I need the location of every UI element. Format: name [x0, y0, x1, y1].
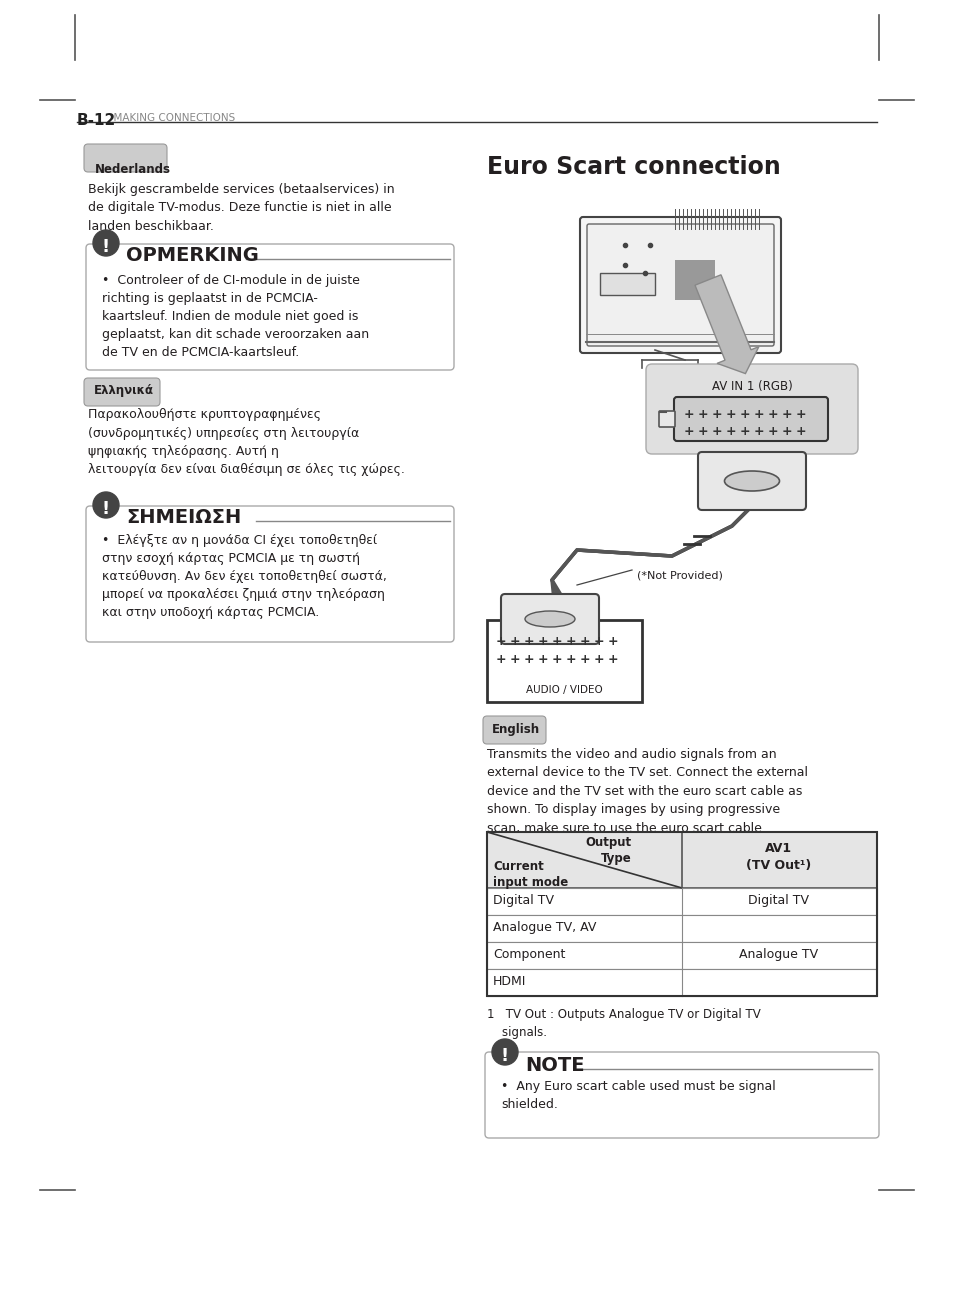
Text: +: + [739, 425, 749, 438]
Text: Ελληνικά: Ελληνικά [94, 383, 153, 398]
Text: +: + [781, 408, 792, 421]
Text: +: + [711, 425, 721, 438]
Text: Παρακολουθήστε κρυπτογραφημένες
(συνδρομητικές) υπηρεσίες στη λειτουργία
ψηφιακή: Παρακολουθήστε κρυπτογραφημένες (συνδρομ… [88, 408, 404, 476]
Text: +: + [711, 408, 721, 421]
FancyBboxPatch shape [482, 717, 545, 744]
Text: +: + [565, 635, 576, 648]
FancyBboxPatch shape [645, 364, 857, 454]
Text: +: + [523, 635, 534, 648]
Text: B-12: B-12 [77, 114, 116, 128]
FancyArrow shape [695, 275, 758, 373]
FancyBboxPatch shape [659, 411, 675, 427]
FancyBboxPatch shape [486, 942, 876, 970]
Text: +: + [795, 408, 805, 421]
Text: Analogue TV, AV: Analogue TV, AV [493, 920, 596, 933]
Text: MAKING CONNECTIONS: MAKING CONNECTIONS [107, 114, 235, 123]
FancyBboxPatch shape [698, 452, 805, 510]
Text: +: + [496, 653, 506, 666]
Text: +: + [607, 635, 618, 648]
Text: +: + [509, 635, 519, 648]
Text: +: + [565, 653, 576, 666]
FancyBboxPatch shape [84, 145, 167, 172]
FancyBboxPatch shape [86, 506, 454, 642]
Text: Current
input mode: Current input mode [493, 860, 568, 889]
Text: English: English [492, 723, 539, 736]
Text: +: + [753, 425, 763, 438]
Text: +: + [593, 653, 603, 666]
FancyBboxPatch shape [675, 259, 714, 300]
Circle shape [492, 1039, 517, 1065]
Circle shape [92, 230, 119, 256]
Ellipse shape [524, 611, 575, 627]
Text: (*Not Provided): (*Not Provided) [637, 571, 722, 580]
Text: +: + [579, 653, 590, 666]
Text: +: + [697, 425, 707, 438]
FancyBboxPatch shape [84, 378, 160, 405]
Text: +: + [579, 635, 590, 648]
Text: NOTE: NOTE [524, 1056, 584, 1075]
Text: +: + [725, 425, 736, 438]
Text: +: + [725, 408, 736, 421]
Text: +: + [683, 408, 694, 421]
Text: +: + [509, 653, 519, 666]
Text: +: + [593, 635, 603, 648]
Text: !: ! [500, 1047, 509, 1065]
Text: AUDIO / VIDEO: AUDIO / VIDEO [525, 686, 601, 695]
Text: +: + [781, 425, 792, 438]
Ellipse shape [723, 471, 779, 491]
FancyBboxPatch shape [486, 888, 876, 915]
Text: +: + [739, 408, 749, 421]
Text: +: + [795, 425, 805, 438]
Text: +: + [537, 653, 548, 666]
Text: AV1
(TV Out¹): AV1 (TV Out¹) [745, 842, 811, 871]
FancyBboxPatch shape [673, 398, 827, 442]
FancyBboxPatch shape [86, 244, 454, 371]
FancyBboxPatch shape [500, 594, 598, 644]
Circle shape [92, 492, 119, 518]
Text: •  Controleer of de CI-module in de juiste
richting is geplaatst in de PCMCIA-
k: • Controleer of de CI-module in de juist… [102, 274, 369, 359]
FancyBboxPatch shape [599, 272, 655, 296]
FancyBboxPatch shape [579, 217, 781, 352]
FancyBboxPatch shape [586, 225, 773, 346]
Text: HDMI: HDMI [493, 975, 526, 988]
Text: +: + [767, 425, 778, 438]
Text: +: + [537, 635, 548, 648]
Text: +: + [697, 408, 707, 421]
Text: +: + [683, 425, 694, 438]
Text: Bekijk gescrambelde services (betaalservices) in
de digitale TV-modus. Deze func: Bekijk gescrambelde services (betaalserv… [88, 183, 395, 232]
FancyBboxPatch shape [486, 915, 876, 942]
Text: Digital TV: Digital TV [748, 893, 809, 908]
Text: OPMERKING: OPMERKING [126, 247, 258, 265]
Text: +: + [551, 635, 561, 648]
Text: +: + [551, 653, 561, 666]
Text: Nederlands: Nederlands [95, 163, 171, 176]
Text: ΣΗΜΕΙΩΣΗ: ΣΗΜΕΙΩΣΗ [126, 507, 241, 527]
Text: !: ! [102, 238, 110, 256]
Text: Component: Component [493, 948, 565, 961]
Text: Digital TV: Digital TV [493, 893, 554, 908]
Text: Output
Type: Output Type [585, 837, 631, 865]
Text: +: + [523, 653, 534, 666]
Text: •  Any Euro scart cable used must be signal
shielded.: • Any Euro scart cable used must be sign… [500, 1081, 775, 1112]
Text: +: + [496, 635, 506, 648]
Text: Transmits the video and audio signals from an
external device to the TV set. Con: Transmits the video and audio signals fr… [486, 747, 807, 835]
FancyBboxPatch shape [486, 831, 876, 888]
FancyBboxPatch shape [486, 620, 641, 702]
Text: !: ! [102, 500, 110, 518]
Text: 1   TV Out : Outputs Analogue TV or Digital TV
    signals.: 1 TV Out : Outputs Analogue TV or Digita… [486, 1008, 760, 1039]
Text: +: + [753, 408, 763, 421]
Text: +: + [767, 408, 778, 421]
FancyBboxPatch shape [486, 970, 876, 995]
Text: +: + [607, 653, 618, 666]
Text: Euro Scart connection: Euro Scart connection [486, 155, 780, 179]
Text: Analogue TV: Analogue TV [739, 948, 818, 961]
FancyBboxPatch shape [484, 1052, 878, 1137]
Text: AV IN 1 (RGB): AV IN 1 (RGB) [711, 380, 792, 392]
Text: •  Ελέγξτε αν η μονάδα CI έχει τοποθετηθεί
στην εσοχή κάρτας PCMCIA με τη σωστή
: • Ελέγξτε αν η μονάδα CI έχει τοποθετηθε… [102, 534, 387, 618]
